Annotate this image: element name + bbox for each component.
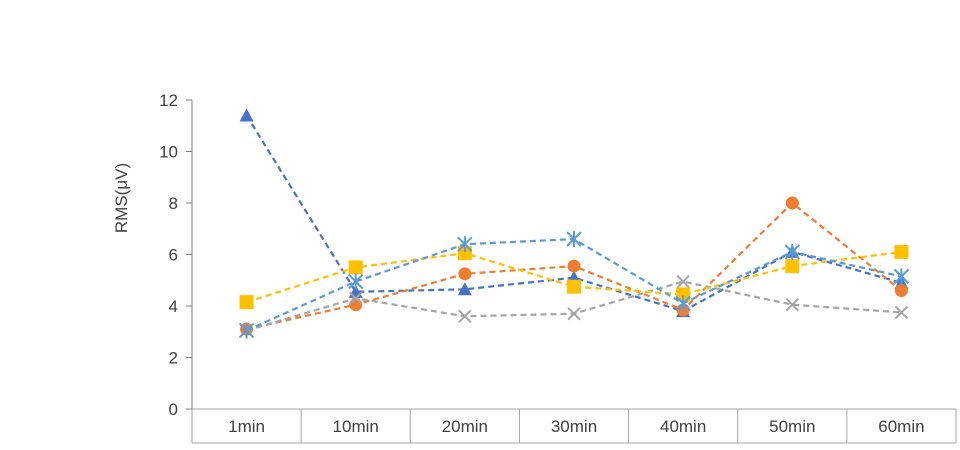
x-axis: 1min 10min 20min 30min 40min 50min 60min [191, 408, 957, 444]
x-tick-label: 10min [333, 417, 379, 436]
data-point [348, 260, 363, 275]
data-point [457, 236, 473, 253]
data-point [567, 279, 581, 294]
x-tick-label: 50min [769, 417, 815, 436]
data-point [349, 291, 363, 305]
data-point [458, 309, 472, 324]
y-axis-label: RMS(μV) [112, 163, 131, 233]
data-point [785, 298, 799, 312]
y-tick-label: 0 [169, 400, 178, 419]
data-point [675, 295, 691, 312]
y-tick-label: 12 [159, 91, 178, 110]
data-point [457, 246, 472, 261]
data-point [349, 298, 363, 312]
x-tick-label: 40min [660, 417, 706, 436]
data-point [676, 287, 691, 302]
data-point [567, 307, 581, 321]
y-tick-label: 10 [159, 143, 178, 162]
x-tick-label: 60min [878, 417, 924, 436]
data-point [348, 273, 364, 290]
data-point [894, 244, 909, 259]
data-point [457, 282, 472, 296]
y-axis: 0 2 4 6 8 10 12 [159, 91, 193, 419]
data-point [239, 295, 254, 310]
data-point [784, 243, 800, 260]
data-point [238, 322, 255, 339]
y-tick-label: 8 [169, 194, 178, 213]
data-point [566, 231, 582, 248]
y-tick-label: 4 [169, 297, 178, 316]
series-4 [239, 244, 909, 310]
data-point [893, 268, 910, 285]
x-tick-label: 30min [551, 417, 597, 436]
series-5 [238, 231, 910, 339]
x-tick-label: 20min [442, 417, 488, 436]
data-point [894, 305, 909, 320]
x-tick-label: 1min [228, 417, 265, 436]
y-tick-label: 2 [169, 349, 178, 368]
data-point [785, 259, 800, 274]
data-point [785, 196, 799, 210]
data-point [458, 267, 472, 281]
data-point [676, 274, 690, 289]
series-layer [238, 108, 910, 339]
data-point [567, 259, 581, 273]
data-point [894, 284, 908, 298]
y-tick-label: 6 [169, 246, 178, 265]
data-point [239, 108, 254, 122]
